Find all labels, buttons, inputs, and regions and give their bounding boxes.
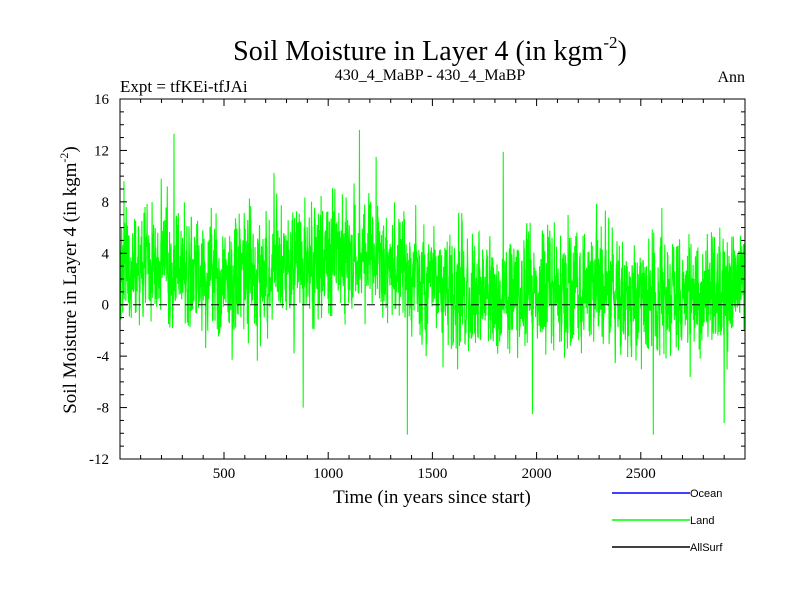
subtitle-season: Ann: [717, 69, 745, 86]
y-tick-labels: -12 -8 -4 0 4 8 12 16: [89, 92, 110, 468]
chart-title: Soil Moisture in Layer 4 (in kgm-2): [233, 33, 627, 67]
y-tick-label: 16: [94, 92, 110, 108]
y-tick-label: 4: [102, 246, 110, 262]
legend: Ocean Land AllSurf: [612, 488, 723, 554]
y-axis-label: Soil Moisture in Layer 4 (in kgm-2): [57, 146, 81, 414]
y-tick-label: -8: [97, 401, 110, 417]
y-tick-label: -12: [89, 452, 109, 468]
plot-area: [119, 98, 746, 460]
y-axis-label-main: Soil Moisture in Layer 4 (in kgm: [60, 162, 81, 413]
x-tick-labels: 500 1000 1500 2000 2500: [213, 466, 656, 482]
y-axis-label-close: ): [60, 146, 81, 152]
y-tick-label: -4: [97, 349, 110, 365]
legend-label-ocean: Ocean: [690, 488, 722, 500]
x-tick-label: 2000: [522, 466, 552, 482]
x-axis-label: Time (in years since start): [333, 487, 531, 508]
legend-label-land: Land: [690, 515, 714, 527]
x-tick-label: 1000: [313, 466, 343, 482]
chart-title-close: ): [618, 36, 627, 67]
x-tick-label: 500: [213, 466, 236, 482]
series-land: [119, 129, 746, 435]
legend-label-allsurf: AllSurf: [690, 542, 723, 554]
subtitle-period: 430_4_MaBP - 430_4_MaBP: [335, 67, 526, 84]
plot-frame: [119, 98, 746, 460]
y-tick-label: 12: [94, 143, 109, 159]
y-axis-label-sup: -2: [57, 153, 71, 163]
chart-title-main: Soil Moisture in Layer 4 (in kgm: [233, 36, 603, 67]
series-line-land: [119, 129, 746, 435]
subtitle-experiment: Expt = tfKEi-tfJAi: [120, 77, 248, 96]
x-tick-label: 1500: [417, 466, 447, 482]
y-tick-label: 8: [102, 195, 110, 211]
chart-title-sup: -2: [603, 33, 617, 52]
y-tick-label: 0: [102, 298, 110, 314]
x-tick-label: 2500: [626, 466, 656, 482]
